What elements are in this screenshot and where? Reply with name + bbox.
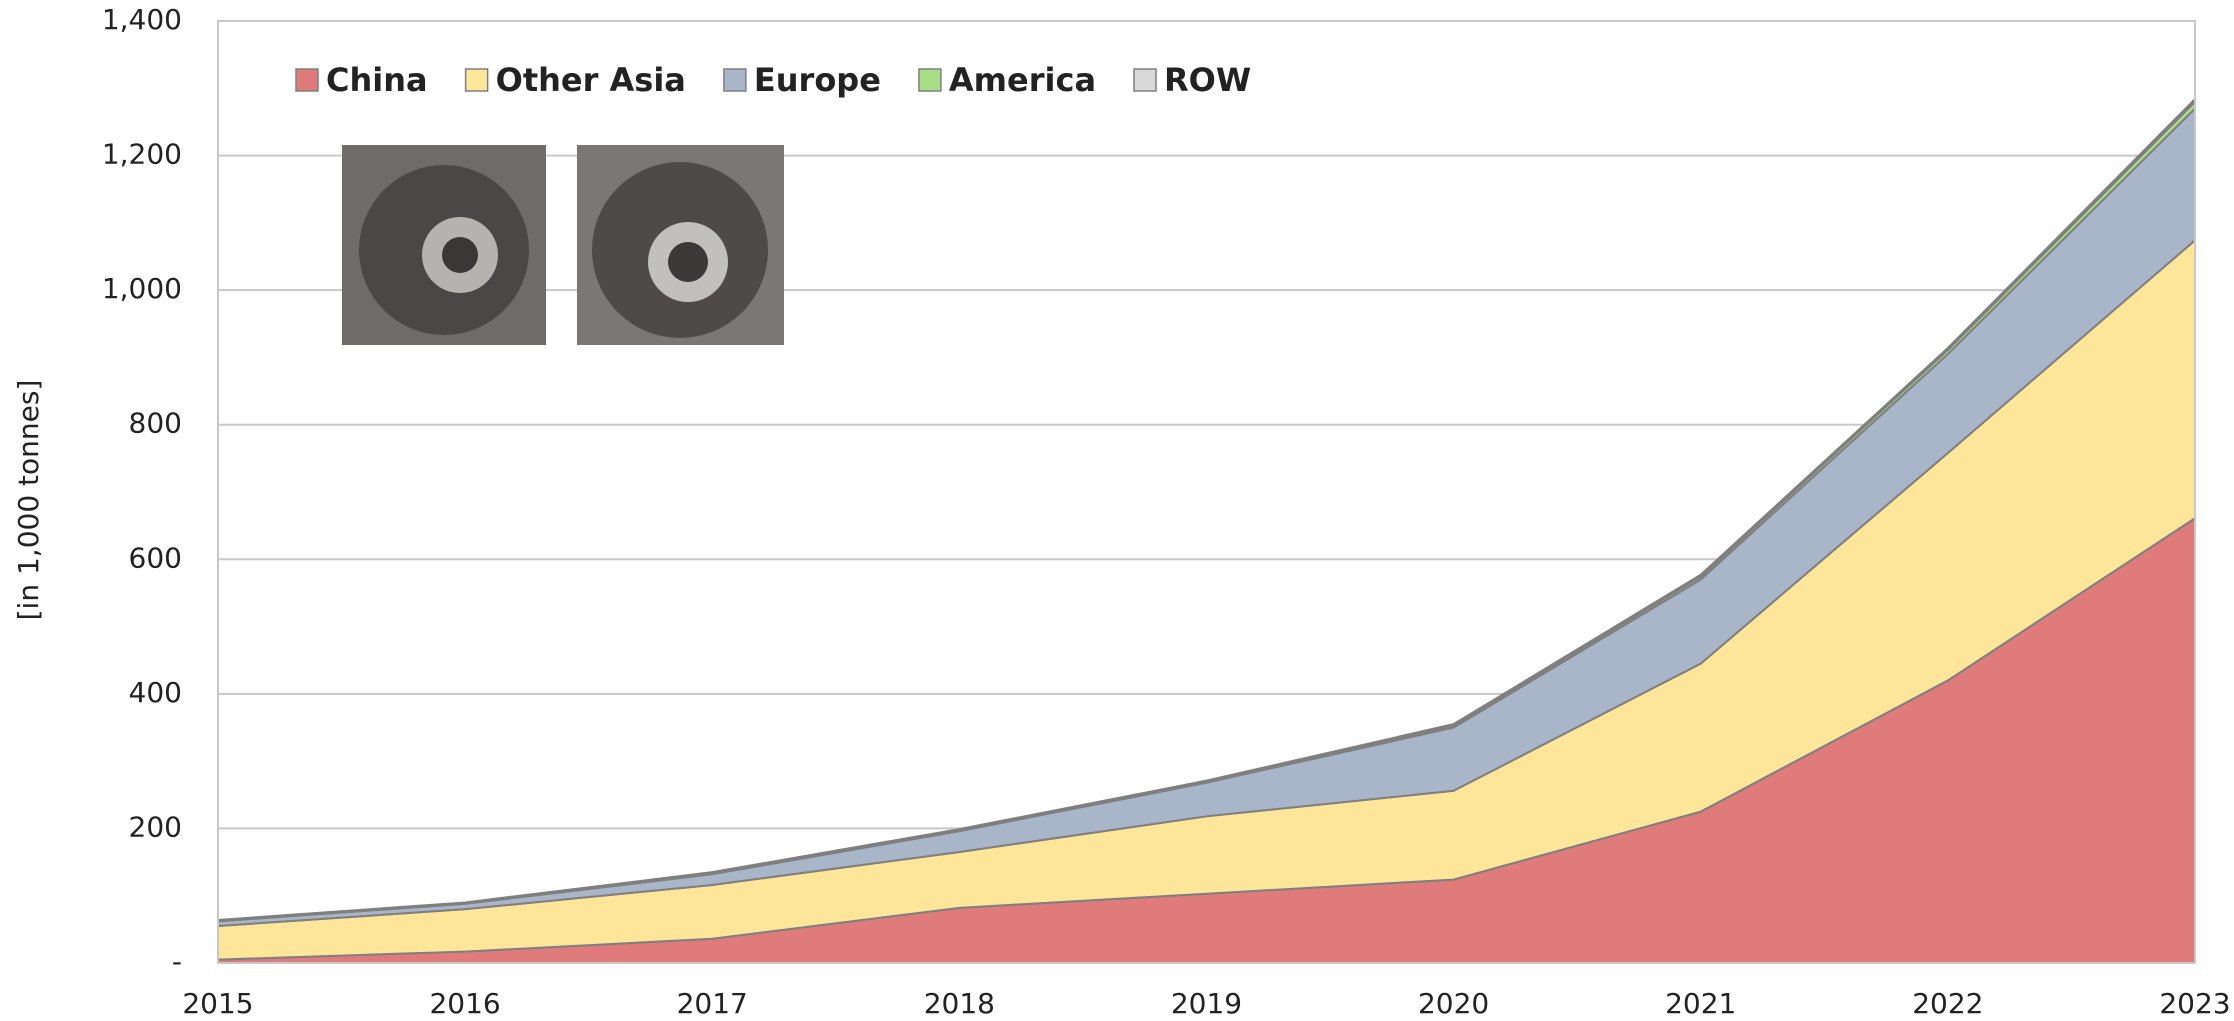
legend-swatch — [1133, 68, 1157, 92]
x-tick-label: 2016 — [429, 987, 500, 1020]
y-tick-label: 800 — [129, 407, 182, 440]
legend-swatch — [295, 68, 319, 92]
x-tick-label: 2023 — [2159, 987, 2230, 1020]
x-tick-label: 2018 — [924, 987, 995, 1020]
legend: China Other Asia Europe America ROW — [295, 61, 1251, 99]
legend-swatch — [918, 68, 942, 92]
y-tick-label: 1,200 — [102, 138, 182, 171]
y-tick-label: 1,400 — [102, 3, 182, 36]
y-axis-label: [in 1,000 tonnes] — [12, 380, 45, 621]
x-tick-label: 2021 — [1665, 987, 1736, 1020]
legend-swatch — [723, 68, 747, 92]
y-tick-label: 1,000 — [102, 272, 182, 305]
legend-label: ROW — [1164, 61, 1251, 99]
x-tick-label: 2022 — [1912, 987, 1983, 1020]
y-tick-label: 200 — [129, 810, 182, 843]
y-tick-label: 400 — [129, 676, 182, 709]
plot-frame — [217, 20, 2196, 964]
legend-label: Europe — [754, 61, 881, 99]
legend-label: China — [326, 61, 428, 99]
legend-swatch — [464, 68, 489, 92]
legend-label: America — [949, 61, 1096, 99]
x-tick-label: 2020 — [1418, 987, 1489, 1020]
y-tick-label: 600 — [129, 541, 182, 574]
legend-label: Other Asia — [496, 61, 686, 99]
x-tick-label: 2015 — [182, 987, 253, 1020]
x-tick-label: 2019 — [1171, 987, 1242, 1020]
x-tick-label: 2017 — [677, 987, 748, 1020]
photo — [577, 145, 784, 345]
y-tick-label: - — [172, 945, 182, 978]
photo — [342, 145, 546, 345]
